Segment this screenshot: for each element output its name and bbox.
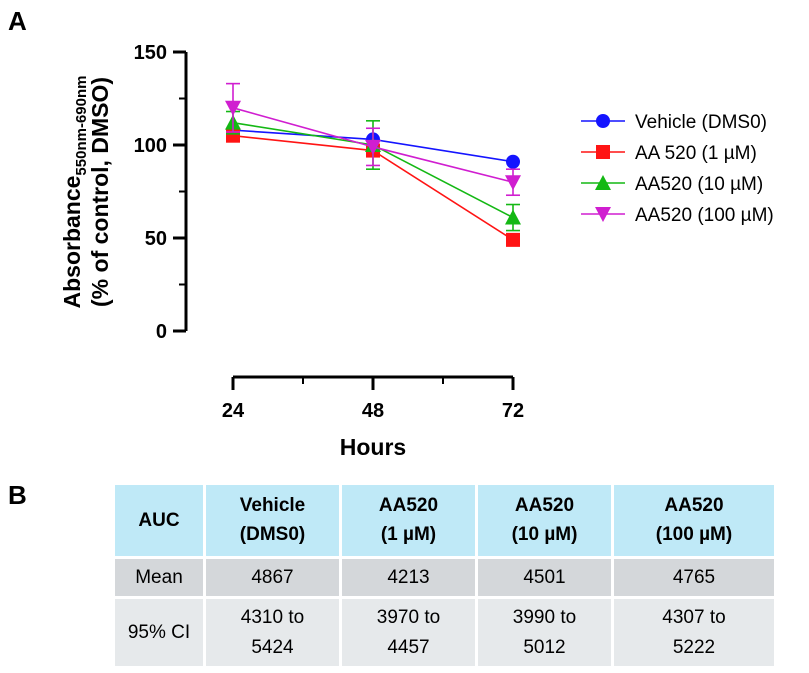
data-point-2-2 <box>505 209 521 225</box>
y-axis-label: Absorbance550nm-690nm <box>59 76 90 309</box>
table-header-row: AUC Vehicle (DMS0) AA520 (1 µM) AA520 (1… <box>115 485 774 556</box>
auc-table: AUC Vehicle (DMS0) AA520 (1 µM) AA520 (1… <box>112 482 777 669</box>
legend-marker-0 <box>596 114 610 128</box>
data-point-0-2 <box>506 154 520 169</box>
legend-marker-1 <box>596 145 610 159</box>
panel-label-a: A <box>8 6 27 36</box>
data-point-3-2 <box>505 175 521 191</box>
data-point-3-0 <box>225 100 241 116</box>
legend-label-2: AA520 (10 µM) <box>635 174 763 195</box>
cell-ci-aa520-10um: 3990 to 5012 <box>478 599 611 667</box>
header-aa520-10um: AA520 (10 µM) <box>478 485 611 556</box>
header-aa520-100um: AA520 (100 µM) <box>614 485 774 556</box>
cell-mean-aa520-10um: 4501 <box>478 558 611 597</box>
x-tick-label-48: 48 <box>362 400 384 422</box>
header-auc: AUC <box>115 485 203 556</box>
y-axis-label-line2: (% of control, DMSO) <box>87 77 113 307</box>
cell-mean-aa520-1um: 4213 <box>342 558 475 597</box>
legend-marker-3 <box>595 207 611 222</box>
cell-mean-vehicle: 4867 <box>206 558 339 597</box>
y-tick-label-50: 50 <box>145 228 167 250</box>
header-vehicle: Vehicle (DMS0) <box>206 485 339 556</box>
x-tick-label-24: 24 <box>222 400 245 422</box>
legend-marker-2 <box>595 175 611 190</box>
cell-ci-aa520-1um: 3970 to 4457 <box>342 599 475 667</box>
panel-label-b: B <box>8 480 27 510</box>
y-tick-label-150: 150 <box>134 42 167 64</box>
x-tick-label-72: 72 <box>502 400 524 422</box>
legend-label-3: AA520 (100 µM) <box>635 205 774 226</box>
data-point-1-2 <box>506 232 520 247</box>
cell-mean-aa520-100um: 4765 <box>614 558 774 597</box>
legend-label-1: AA 520 (1 µM) <box>635 143 757 164</box>
table-row-ci: 95% CI 4310 to 5424 3970 to 4457 3990 to… <box>115 599 774 667</box>
line-chart: 0 50 100 150 24 48 72 Hours Absorbance550nm-690n… <box>59 42 774 460</box>
legend-label-0: Vehicle (DMS0) <box>635 112 767 133</box>
cell-ci-aa520-100um: 4307 to 5222 <box>614 599 774 667</box>
cell-mean-label: Mean <box>115 558 203 597</box>
data-point-3-1 <box>365 139 381 155</box>
cell-ci-label: 95% CI <box>115 599 203 667</box>
table-row-mean: Mean 4867 4213 4501 4765 <box>115 558 774 597</box>
y-tick-label-0: 0 <box>156 321 167 343</box>
y-tick-label-100: 100 <box>134 135 167 157</box>
x-axis-label: Hours <box>340 434 406 460</box>
header-aa520-1um: AA520 (1 µM) <box>342 485 475 556</box>
cell-ci-vehicle: 4310 to 5424 <box>206 599 339 667</box>
